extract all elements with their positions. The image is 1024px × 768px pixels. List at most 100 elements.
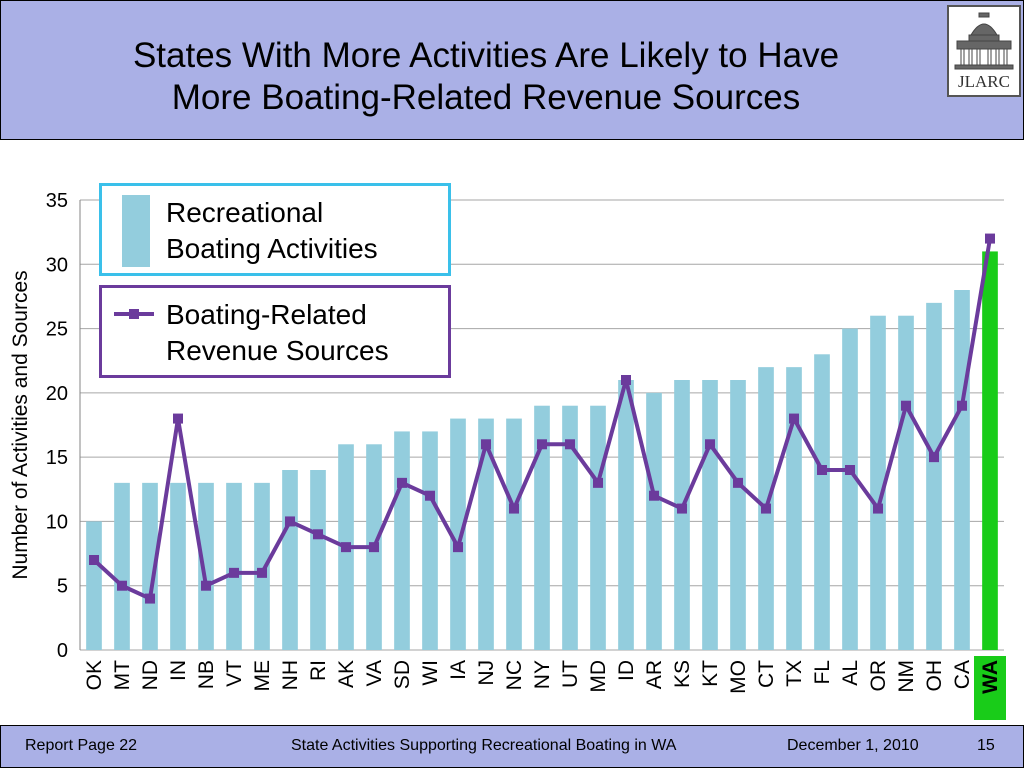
bar (954, 290, 970, 650)
x-tick-label: UT (559, 660, 582, 688)
y-axis-label: Number of Activities and Sources (9, 270, 32, 579)
footer-report-title: State Activities Supporting Recreational… (291, 737, 677, 754)
y-tick-label: 30 (46, 254, 68, 276)
bar (142, 482, 158, 650)
x-tick-label: MO (727, 660, 750, 694)
title-line-1: States With More Activities Are Likely t… (132, 36, 840, 75)
legend-line-swatch (114, 309, 154, 319)
x-tick-label: IA (447, 660, 470, 680)
x-tick-label: RI (307, 660, 330, 681)
x-tick-label: VT (223, 660, 246, 687)
line-point (453, 542, 463, 553)
bar (422, 431, 438, 650)
bar (674, 380, 690, 650)
x-tick-label: WI (419, 660, 442, 686)
x-tick-label: VA (363, 660, 386, 686)
line-point (733, 477, 743, 488)
x-tick-label: OH (923, 660, 946, 692)
line-point (649, 490, 659, 501)
bar (198, 482, 214, 650)
x-tick-label: ND (139, 660, 162, 690)
x-tick-label: AR (643, 660, 666, 689)
line-point (117, 580, 127, 591)
bar (842, 328, 858, 650)
bar (86, 521, 102, 650)
x-tick-label: ID (615, 660, 638, 681)
line-point (817, 465, 827, 475)
x-tick-label: CA (951, 660, 974, 689)
y-tick-label: 20 (46, 383, 68, 405)
page-title: States With More Activities Are Likely t… (31, 35, 941, 119)
line-point (481, 439, 491, 450)
x-tick-label: IN (167, 660, 190, 681)
y-tick-label: 0 (57, 640, 68, 662)
x-tick-label: NY (531, 660, 554, 689)
line-point (229, 567, 239, 578)
line-point (845, 465, 855, 475)
bar (702, 380, 718, 650)
jlarc-logo: JLARC (947, 5, 1021, 97)
y-tick-label: 5 (57, 576, 68, 598)
bar (226, 482, 242, 650)
line-point (985, 233, 995, 244)
line-point (677, 503, 687, 514)
bar (618, 380, 634, 650)
x-tick-label: KS (671, 660, 694, 688)
x-tick-highlight (974, 656, 1006, 720)
x-tick-label: SD (391, 660, 414, 689)
line-point (313, 529, 323, 540)
line-point (173, 413, 183, 424)
line-point (509, 503, 519, 514)
x-tick-label: OR (867, 660, 890, 692)
legend-label-revenue: Boating-Related Revenue Sources (166, 297, 446, 369)
bar (506, 418, 522, 650)
bar (282, 470, 298, 650)
line-point (705, 439, 715, 450)
x-tick-label: NC (503, 660, 526, 690)
bar (926, 302, 942, 650)
line-point (397, 477, 407, 488)
bar (814, 354, 830, 650)
line-point (789, 413, 799, 424)
line-point (341, 542, 351, 553)
y-tick-label: 35 (46, 190, 68, 212)
bar (534, 405, 550, 650)
bar (590, 405, 606, 650)
line-point (873, 503, 883, 514)
legend-bar-swatch (122, 195, 150, 267)
line-point (425, 490, 435, 501)
bar (730, 380, 746, 650)
x-tick-label: KT (699, 660, 722, 687)
x-tick-label: WA (979, 660, 1002, 694)
line-point (285, 516, 295, 527)
legend-label-revenue-line2: Revenue Sources (166, 335, 389, 366)
line-point (929, 452, 939, 463)
y-tick-label: 15 (46, 447, 68, 469)
line-point (369, 542, 379, 553)
slide-footer: Report Page 22 State Activities Supporti… (0, 725, 1024, 768)
x-tick-label: AL (839, 660, 862, 686)
bar (478, 418, 494, 650)
x-tick-label: FL (811, 660, 834, 685)
x-tick-label: NH (279, 660, 302, 690)
x-tick-label: ME (251, 660, 274, 692)
legend-label-activities-line2: Boating Activities (166, 233, 378, 264)
x-tick-label: NJ (475, 660, 498, 686)
line-point (621, 375, 631, 385)
bar (646, 392, 662, 650)
line-point (901, 400, 911, 411)
line-point (537, 439, 547, 450)
bar (786, 367, 802, 650)
bar (450, 418, 466, 650)
line-point (257, 567, 267, 578)
legend-label-activities: Recreational Boating Activities (166, 195, 446, 267)
line-point (89, 555, 99, 565)
bar (254, 482, 270, 650)
footer-date: December 1, 2010 (787, 737, 919, 754)
line-point (957, 400, 967, 411)
legend-label-activities-line1: Recreational (166, 197, 324, 228)
footer-report-page: Report Page 22 (25, 737, 138, 754)
bar (870, 315, 886, 650)
footer-page-number: 15 (977, 737, 995, 754)
